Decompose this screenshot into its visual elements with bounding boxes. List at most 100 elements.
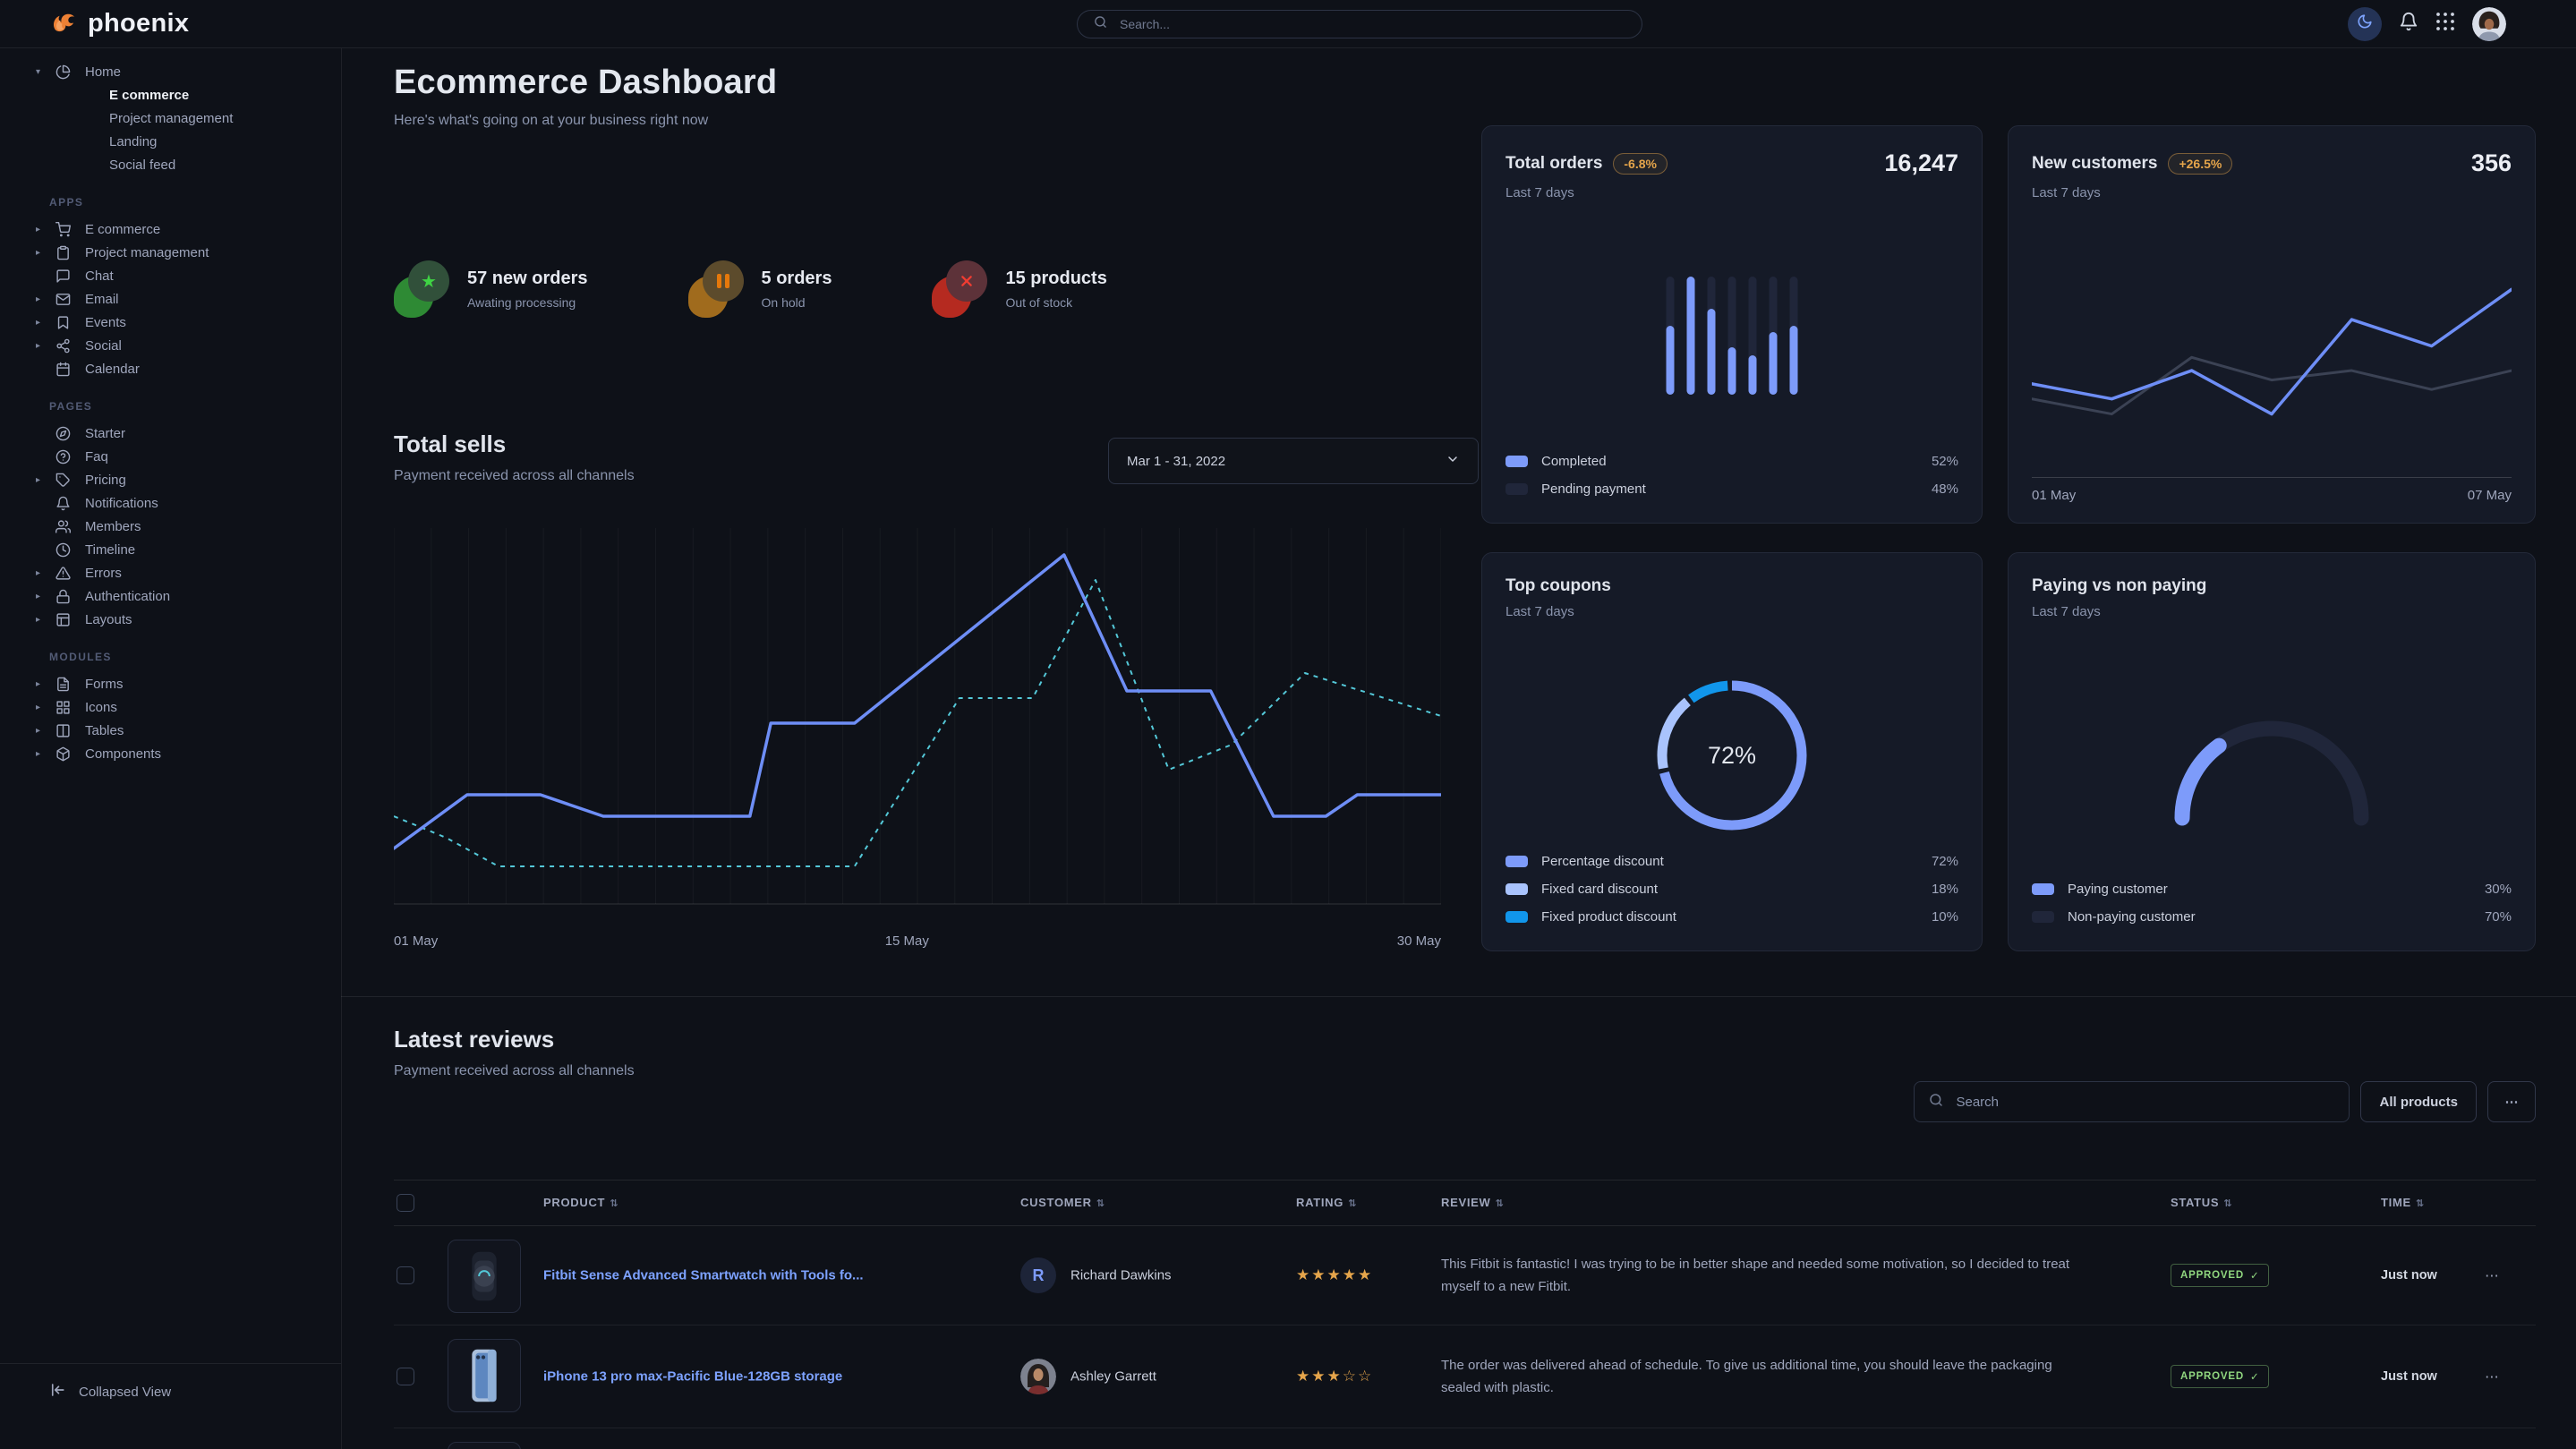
sidebar-item-e-commerce[interactable]: ▸E commerce [0,217,341,241]
review-table-row: Fitbit Sense Advanced Smartwatch with To… [394,1226,2536,1325]
legend-label: Pending payment [1541,482,1646,497]
legend-row: Paying customer30% [2032,875,2512,903]
file-text-icon [55,677,79,692]
column-header-product[interactable]: PRODUCT⇅ [543,1181,618,1226]
sidebar-item-social[interactable]: ▸Social [0,334,341,357]
sort-icon: ⇅ [1096,1198,1105,1209]
review-time: Just now [2381,1369,2437,1384]
product-thumbnail[interactable] [448,1339,521,1412]
select-all-checkbox[interactable] [397,1194,414,1212]
sidebar-item-authentication[interactable]: ▸Authentication [0,584,341,608]
column-header-review[interactable]: REVIEW⇅ [1441,1181,1504,1226]
legend-label: Fixed card discount [1541,882,1658,897]
more-options-button[interactable]: ⋯ [2487,1081,2536,1122]
stat-out-of-stock: 15 productsOut of stock [932,260,1106,318]
collapse-sidebar-button[interactable]: Collapsed View [0,1364,341,1402]
sidebar-item-notifications[interactable]: Notifications [0,491,341,515]
legend-swatch [2032,883,2054,895]
sidebar-item-pricing[interactable]: ▸Pricing [0,468,341,491]
dark-mode-toggle[interactable] [2348,7,2382,41]
stat-on-hold: 5 ordersOn hold [688,260,832,318]
paying-gauge-chart [2164,705,2379,831]
sidebar-item-email[interactable]: ▸Email [0,287,341,311]
share-icon [55,338,79,354]
legend-swatch [1506,856,1528,867]
notifications-button[interactable] [2399,12,2418,36]
sort-icon: ⇅ [1495,1198,1504,1209]
sidebar-subitem-social-feed[interactable]: Social feed [0,153,341,176]
product-link[interactable]: Fitbit Sense Advanced Smartwatch with To… [543,1268,864,1283]
sidebar-item-label: Layouts [85,612,132,627]
sidebar-section-label-apps: APPS [0,176,341,217]
customer-avatar[interactable]: R [1020,1257,1056,1293]
row-checkbox[interactable] [397,1368,414,1385]
card-total-orders: Total orders -6.8% 16,247 Last 7 days Co… [1481,125,1983,524]
reviews-search[interactable] [1914,1081,2350,1122]
brand-logo[interactable]: phoenix [49,0,189,47]
sidebar-item-errors[interactable]: ▸Errors [0,561,341,584]
sidebar-item-faq[interactable]: Faq [0,445,341,468]
product-thumbnail[interactable] [448,1240,521,1313]
sidebar-item-label: E commerce [85,222,160,237]
sidebar-item-members[interactable]: Members [0,515,341,538]
help-circle-icon [55,449,79,465]
review-time: Just now [2381,1268,2437,1283]
sidebar-subitem-project-management[interactable]: Project management [0,107,341,130]
sidebar-item-calendar[interactable]: Calendar [0,357,341,380]
all-products-filter-button[interactable]: All products [2360,1081,2477,1122]
sidebar-item-starter[interactable]: Starter [0,422,341,445]
sidebar-item-components[interactable]: ▸Components [0,742,341,765]
card-period: Last 7 days [2032,604,2512,619]
caret-right-icon: ▸ [36,615,50,625]
sidebar-item-events[interactable]: ▸Events [0,311,341,334]
x-tick: 07 May [2468,488,2512,503]
user-avatar[interactable] [2472,7,2506,41]
caret-right-icon: ▸ [36,568,50,578]
sidebar-subitem-landing[interactable]: Landing [0,130,341,153]
column-header-time[interactable]: TIME⇅ [2381,1181,2425,1226]
global-search-input[interactable] [1118,16,1625,32]
row-checkbox[interactable] [397,1266,414,1284]
sidebar-subitem-e-commerce[interactable]: E commerce [0,83,341,107]
order-bar [1770,277,1778,395]
column-header-rating[interactable]: RATING⇅ [1296,1181,1357,1226]
legend-value: 52% [1932,454,1958,469]
sidebar-item-icons[interactable]: ▸Icons [0,695,341,719]
caret-right-icon: ▸ [36,294,50,304]
card-title: Total orders [1506,154,1602,174]
sidebar-item-label: Starter [85,426,125,441]
order-bar [1687,277,1695,395]
sidebar-item-forms[interactable]: ▸Forms [0,672,341,695]
total-sells-chart [394,528,1441,922]
package-icon [55,746,79,762]
sidebar-item-chat[interactable]: Chat [0,264,341,287]
status-badge: APPROVED✓ [2171,1365,2269,1388]
reviews-search-input[interactable] [1954,1094,2334,1111]
donut-center-value: 72% [1653,677,1811,834]
sidebar-item-timeline[interactable]: Timeline [0,538,341,561]
legend-swatch [1506,483,1528,495]
x-tick: 01 May [2032,488,2076,503]
stat-subtext: On hold [762,295,832,310]
sidebar-item-tables[interactable]: ▸Tables [0,719,341,742]
sidebar-item-project-management[interactable]: ▸Project management [0,241,341,264]
date-range-select[interactable]: Mar 1 - 31, 2022 [1108,438,1479,484]
caret-right-icon: ▸ [36,248,50,258]
legend-row: Pending payment48% [1506,475,1958,503]
product-link[interactable]: iPhone 13 pro max-Pacific Blue-128GB sto… [543,1369,842,1385]
global-search[interactable] [1077,10,1642,38]
order-bar [1708,277,1716,395]
card-title: Paying vs non paying [2032,576,2206,596]
sidebar-item-label: E commerce [109,88,189,103]
product-thumbnail[interactable] [448,1442,521,1449]
sidebar-item-home[interactable]: ▾Home [0,60,341,83]
sidebar-item-layouts[interactable]: ▸ Layouts [0,608,341,631]
customer-avatar[interactable] [1020,1359,1056,1394]
column-header-customer[interactable]: CUSTOMER⇅ [1020,1181,1105,1226]
search-icon [1094,15,1107,33]
apps-menu-button[interactable] [2435,12,2455,36]
row-menu-button[interactable]: ⋯ [2485,1368,2499,1385]
row-menu-button[interactable]: ⋯ [2485,1267,2499,1284]
column-header-status[interactable]: STATUS⇅ [2171,1181,2232,1226]
sidebar-item-label: Notifications [85,496,158,511]
